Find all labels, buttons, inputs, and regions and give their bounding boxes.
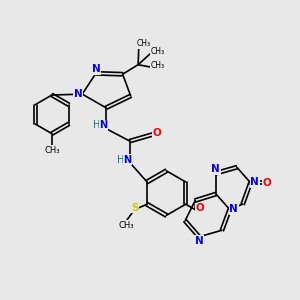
Text: N: N	[211, 164, 220, 174]
Text: CH₃: CH₃	[136, 39, 151, 48]
Text: N: N	[123, 154, 131, 164]
Text: O: O	[195, 203, 204, 213]
Text: H: H	[117, 154, 124, 164]
Text: CH₃: CH₃	[150, 61, 164, 70]
Text: N: N	[195, 236, 204, 246]
Text: CH₃: CH₃	[118, 220, 134, 230]
Text: CH₃: CH₃	[44, 146, 60, 154]
Text: N: N	[74, 89, 82, 99]
Text: CH₃: CH₃	[150, 47, 164, 56]
Text: N: N	[100, 120, 108, 130]
Text: S: S	[131, 203, 139, 213]
Text: N: N	[250, 177, 259, 188]
Text: O: O	[262, 178, 271, 188]
Text: N: N	[230, 204, 238, 214]
Text: H: H	[93, 120, 100, 130]
Text: O: O	[152, 128, 161, 138]
Text: N: N	[92, 64, 100, 74]
